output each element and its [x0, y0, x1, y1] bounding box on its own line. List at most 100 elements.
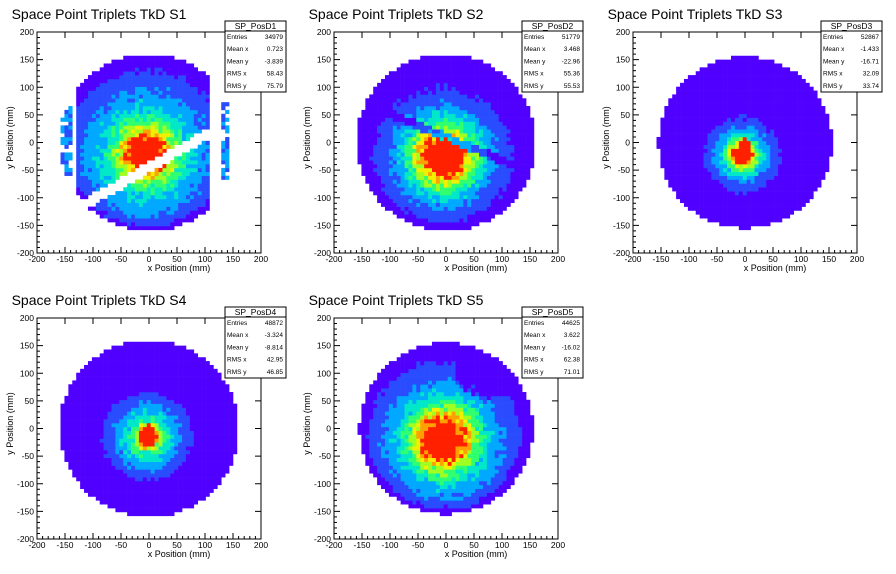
- histogram-bin: [189, 167, 195, 173]
- histogram-bin: [490, 82, 496, 87]
- histogram-bin: [373, 167, 378, 173]
- histogram-bin: [107, 206, 112, 211]
- histogram-bin: [146, 156, 151, 161]
- histogram-bin: [805, 152, 810, 157]
- histogram-bin: [146, 55, 151, 60]
- histogram-bin: [369, 148, 374, 153]
- histogram-bin: [770, 164, 775, 169]
- histogram-bin: [185, 156, 191, 161]
- histogram-bin: [680, 98, 685, 103]
- histogram-bin: [738, 67, 744, 72]
- histogram-bin: [762, 194, 767, 200]
- histogram-bin: [103, 94, 108, 99]
- histogram-bin: [711, 121, 716, 126]
- histogram-bin: [64, 125, 69, 130]
- histogram-bin: [723, 109, 728, 115]
- histogram-bin: [490, 113, 496, 118]
- histogram-bin: [64, 438, 69, 443]
- histogram-bin: [443, 98, 448, 103]
- histogram-bin: [699, 140, 704, 146]
- histogram-bin: [103, 121, 108, 126]
- histogram-bin: [522, 171, 527, 176]
- histogram-bin: [412, 167, 417, 173]
- histogram-bin: [762, 222, 767, 227]
- histogram-bin: [107, 67, 112, 72]
- histogram-bin: [103, 214, 108, 219]
- histogram-bin: [384, 121, 390, 126]
- histogram-bin: [676, 183, 681, 188]
- histogram-bin: [80, 160, 85, 165]
- histogram-bin: [424, 160, 429, 165]
- histogram-bin: [119, 133, 124, 138]
- histogram-bin: [459, 94, 464, 99]
- histogram-bin: [459, 214, 464, 219]
- histogram-bin: [76, 98, 81, 103]
- histogram-bin: [494, 86, 499, 91]
- histogram-bin: [691, 144, 697, 149]
- histogram-bin: [805, 187, 810, 192]
- histogram-bin: [435, 55, 441, 60]
- histogram-bin: [64, 411, 69, 416]
- histogram-bin: [420, 129, 425, 134]
- histogram-bin: [754, 194, 759, 200]
- histogram-bin: [416, 133, 421, 138]
- histogram-bin: [111, 63, 116, 68]
- histogram-bin: [201, 125, 206, 130]
- histogram-bin: [111, 171, 116, 176]
- histogram-bin: [95, 148, 101, 153]
- histogram-bin: [738, 179, 744, 184]
- histogram-bin: [723, 106, 728, 111]
- histogram-bin: [166, 218, 171, 223]
- histogram-bin: [530, 144, 535, 149]
- histogram-bin: [439, 86, 445, 91]
- histogram-bin: [221, 171, 226, 176]
- histogram-bin: [119, 121, 124, 126]
- histogram-bin: [388, 86, 394, 91]
- histogram-bin: [715, 94, 720, 99]
- histogram-bin: [123, 191, 128, 196]
- histogram-bin: [797, 164, 802, 169]
- histogram-bin: [738, 86, 744, 91]
- histogram-bin: [91, 106, 97, 111]
- histogram-bin: [388, 94, 394, 99]
- histogram-bin: [687, 198, 693, 204]
- histogram-bin: [719, 59, 724, 64]
- histogram-bin: [766, 113, 771, 118]
- histogram-bin: [467, 218, 472, 223]
- histogram-bin: [498, 98, 503, 103]
- histogram-bin: [479, 102, 484, 107]
- histogram-bin: [766, 179, 771, 184]
- histogram-bin: [435, 160, 441, 165]
- histogram-bin: [119, 191, 124, 196]
- histogram-bin: [471, 144, 476, 149]
- histogram-bin: [723, 171, 728, 176]
- histogram-bin: [486, 206, 492, 211]
- histogram-bin: [727, 63, 732, 68]
- histogram-bin: [727, 222, 732, 227]
- histogram-bin: [778, 113, 783, 118]
- histogram-bin: [467, 191, 472, 196]
- histogram-bin: [774, 117, 779, 122]
- histogram-bin: [103, 113, 108, 118]
- histogram-bin: [119, 63, 124, 68]
- histogram-bin: [432, 175, 437, 180]
- histogram-bin: [435, 187, 441, 192]
- histogram-bin: [781, 152, 787, 157]
- histogram-bin: [146, 82, 151, 87]
- histogram-bin: [668, 140, 673, 146]
- histogram-bin: [471, 140, 476, 146]
- histogram-bin: [506, 179, 511, 184]
- histogram-bin: [781, 179, 787, 184]
- histogram-bin: [498, 187, 503, 192]
- histogram-bin: [797, 148, 802, 153]
- histogram-bin: [719, 78, 724, 84]
- histogram-bin: [691, 179, 697, 184]
- histogram-bin: [84, 152, 89, 157]
- histogram-bin: [746, 194, 751, 200]
- histogram-bin: [443, 164, 448, 169]
- histogram-bin: [443, 125, 448, 130]
- histogram-bin: [392, 133, 398, 138]
- histogram-bin: [111, 106, 116, 111]
- histogram-bin: [490, 90, 496, 95]
- histogram-bin: [373, 187, 378, 192]
